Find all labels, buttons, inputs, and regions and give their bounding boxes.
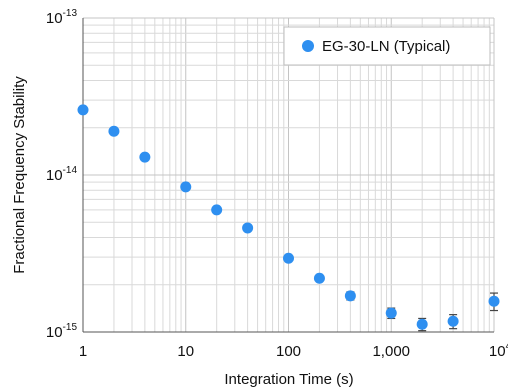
legend-marker <box>302 40 314 52</box>
legend: EG-30-LN (Typical) <box>283 26 491 66</box>
axes <box>82 18 494 333</box>
x-axis-label: Integration Time (s) <box>224 371 353 388</box>
data-point <box>77 104 89 116</box>
data-point <box>313 272 325 284</box>
data-point <box>488 295 500 307</box>
data-point <box>180 181 192 193</box>
data-point <box>108 125 120 137</box>
legend-label: EG-30-LN (Typical) <box>322 38 450 55</box>
data-point <box>344 290 356 302</box>
data-points <box>77 104 500 332</box>
x-tick-label: 1,000 <box>372 343 410 360</box>
data-point <box>242 222 254 234</box>
x-tick-label: 1 <box>79 343 87 360</box>
data-point <box>283 252 294 264</box>
x-tick-labels: 1 10 100 1,000 104 <box>79 341 508 360</box>
y-tick-label: 10-14 <box>46 165 78 184</box>
x-tick-label: 100 <box>276 343 301 360</box>
data-point <box>139 151 151 163</box>
y-tick-labels: 10-15 10-14 10-13 <box>46 8 78 341</box>
x-tick-label: 104 <box>489 341 508 360</box>
y-tick-label: 10-15 <box>46 322 78 341</box>
data-point <box>416 318 428 330</box>
data-point <box>447 315 459 327</box>
data-point <box>385 307 397 319</box>
y-axis-label: Fractional Frequency Stability <box>11 76 28 274</box>
y-tick-label: 10-13 <box>46 8 78 27</box>
x-tick-label: 10 <box>177 343 194 360</box>
legend-box <box>283 26 491 66</box>
data-point <box>211 204 223 216</box>
